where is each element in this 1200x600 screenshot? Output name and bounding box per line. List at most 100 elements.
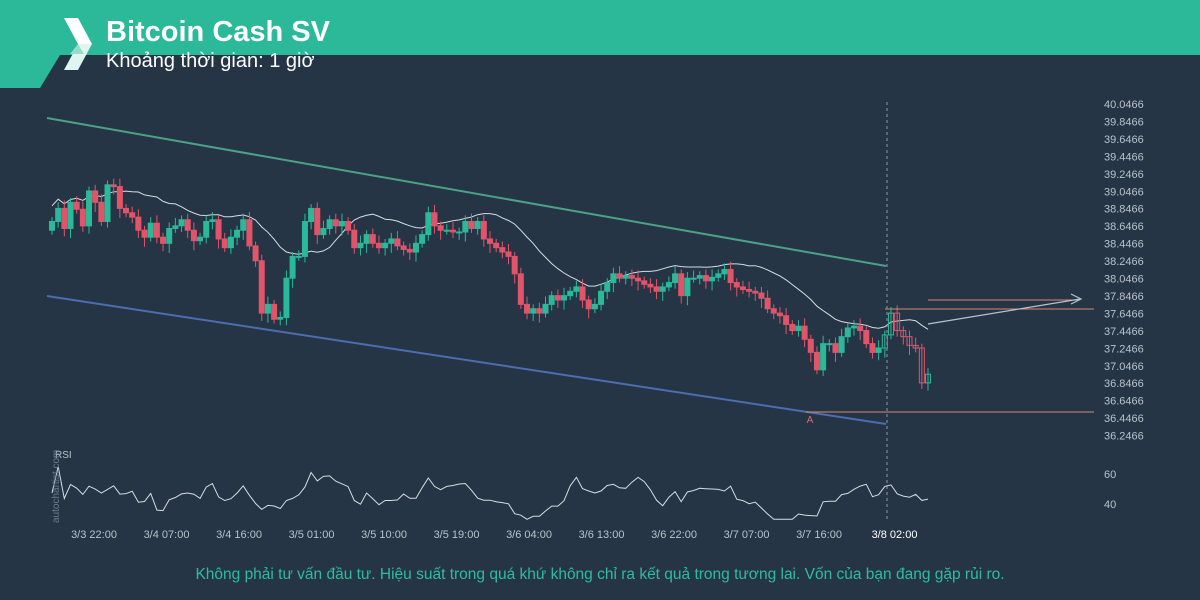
candle-body: [764, 297, 771, 310]
x-tick-label: 3/4 16:00: [216, 529, 262, 541]
candle-body: [468, 220, 475, 229]
projection-line: [927, 298, 1081, 325]
candle-body: [727, 268, 734, 284]
candle-body: [925, 373, 931, 384]
rsi-line: [51, 466, 929, 520]
candle-body: [197, 236, 204, 242]
chart-title: Bitcoin Cash SV: [106, 16, 330, 48]
candle-body: [696, 275, 703, 279]
candle-body: [776, 312, 783, 317]
candle-body: [906, 336, 913, 346]
candle-body: [672, 273, 679, 284]
candle-body: [474, 220, 481, 229]
candle-body: [894, 312, 901, 332]
candle-body: [604, 282, 611, 292]
candle-body: [752, 290, 759, 294]
candle-body: [153, 222, 160, 238]
x-tick-label: 3/3 22:00: [71, 529, 117, 541]
x-tick-label: 3/5 01:00: [289, 529, 335, 541]
candle-body: [400, 245, 407, 250]
candle-body: [844, 327, 851, 338]
candle-body: [585, 299, 592, 310]
candle-body: [332, 219, 339, 227]
candle-body: [517, 273, 524, 305]
y-tick-label: 36.4466: [1104, 413, 1144, 425]
candle-body: [271, 303, 278, 320]
candle-body: [166, 227, 173, 244]
candle-body: [357, 242, 364, 249]
y-tick-label: 37.8466: [1104, 291, 1144, 303]
candle-body: [487, 238, 493, 244]
candle-body: [733, 282, 740, 288]
candle-body: [838, 336, 845, 353]
y-axis: 40.0466 39.8466 39.6466 39.4466 39.2466 39.04…: [1104, 99, 1144, 443]
candle-body: [807, 338, 814, 353]
y-tick-label: 38.2466: [1104, 256, 1144, 268]
candle-body: [314, 207, 321, 236]
candle-body: [394, 238, 401, 247]
y-tick-label: 37.0466: [1104, 361, 1144, 373]
candle-body: [524, 303, 531, 314]
candle-body: [215, 219, 222, 240]
y-tick-label: 40.0466: [1104, 99, 1144, 111]
y-tick-label: 38.6466: [1104, 221, 1144, 233]
rsi-tick-60: 60: [1104, 469, 1116, 481]
candle-body: [573, 286, 580, 292]
candle-body: [832, 343, 839, 353]
watermark: autochartist.com: [51, 449, 62, 523]
candle-body: [203, 220, 210, 238]
candle-body: [918, 347, 925, 384]
candle-body: [227, 236, 234, 249]
y-tick-label: 37.2466: [1104, 343, 1144, 355]
x-tick-label: 3/5 10:00: [361, 529, 407, 541]
candle-body: [505, 251, 512, 257]
candle-body: [160, 236, 167, 244]
x-tick-label: 3/6 13:00: [579, 529, 625, 541]
y-tick-label: 39.4466: [1104, 151, 1144, 163]
candle-body: [419, 234, 426, 244]
candle-body: [542, 303, 549, 314]
moving-average: [51, 190, 929, 330]
candle-body: [616, 273, 623, 279]
candle-body: [116, 186, 123, 209]
projection-arrow-icon: [1070, 293, 1083, 305]
candle-body: [561, 295, 568, 301]
candle-body: [554, 295, 561, 301]
candle-body: [721, 268, 728, 275]
rsi-panel: RSI 60 40: [51, 450, 1116, 520]
candle-body: [783, 315, 790, 325]
candle-body: [678, 273, 685, 297]
candle-body: [598, 290, 605, 305]
candle-body: [79, 208, 86, 227]
candle-body: [49, 220, 55, 231]
candle-body: [610, 273, 617, 284]
y-tick-label: 37.6466: [1104, 308, 1144, 320]
candle-body: [431, 212, 438, 227]
y-tick-label: 39.8466: [1104, 116, 1144, 128]
candle-body: [301, 220, 308, 257]
candle-body: [900, 330, 907, 338]
y-tick-label: 36.8466: [1104, 378, 1144, 390]
candle-body: [813, 351, 820, 371]
candle-body: [863, 330, 870, 345]
candle-body: [715, 273, 722, 278]
candle-body: [240, 219, 247, 231]
candle-body: [110, 184, 117, 188]
y-tick-label: 39.6466: [1104, 134, 1144, 146]
candle-body: [443, 229, 450, 232]
candle-body: [252, 245, 259, 262]
candle-body: [123, 207, 130, 214]
candle-body: [653, 286, 660, 292]
candle-body: [326, 219, 333, 229]
candle-body: [456, 231, 463, 234]
candle-body: [449, 229, 456, 233]
y-tick-label: 39.0466: [1104, 186, 1144, 198]
candle-body: [104, 184, 111, 222]
candle-body: [628, 275, 635, 279]
chart-subtitle: Khoảng thời gian: 1 giờ: [106, 50, 315, 72]
candle-body: [758, 292, 765, 299]
candle-body: [129, 212, 136, 218]
candle-body: [234, 229, 241, 238]
candle-body: [826, 343, 833, 346]
